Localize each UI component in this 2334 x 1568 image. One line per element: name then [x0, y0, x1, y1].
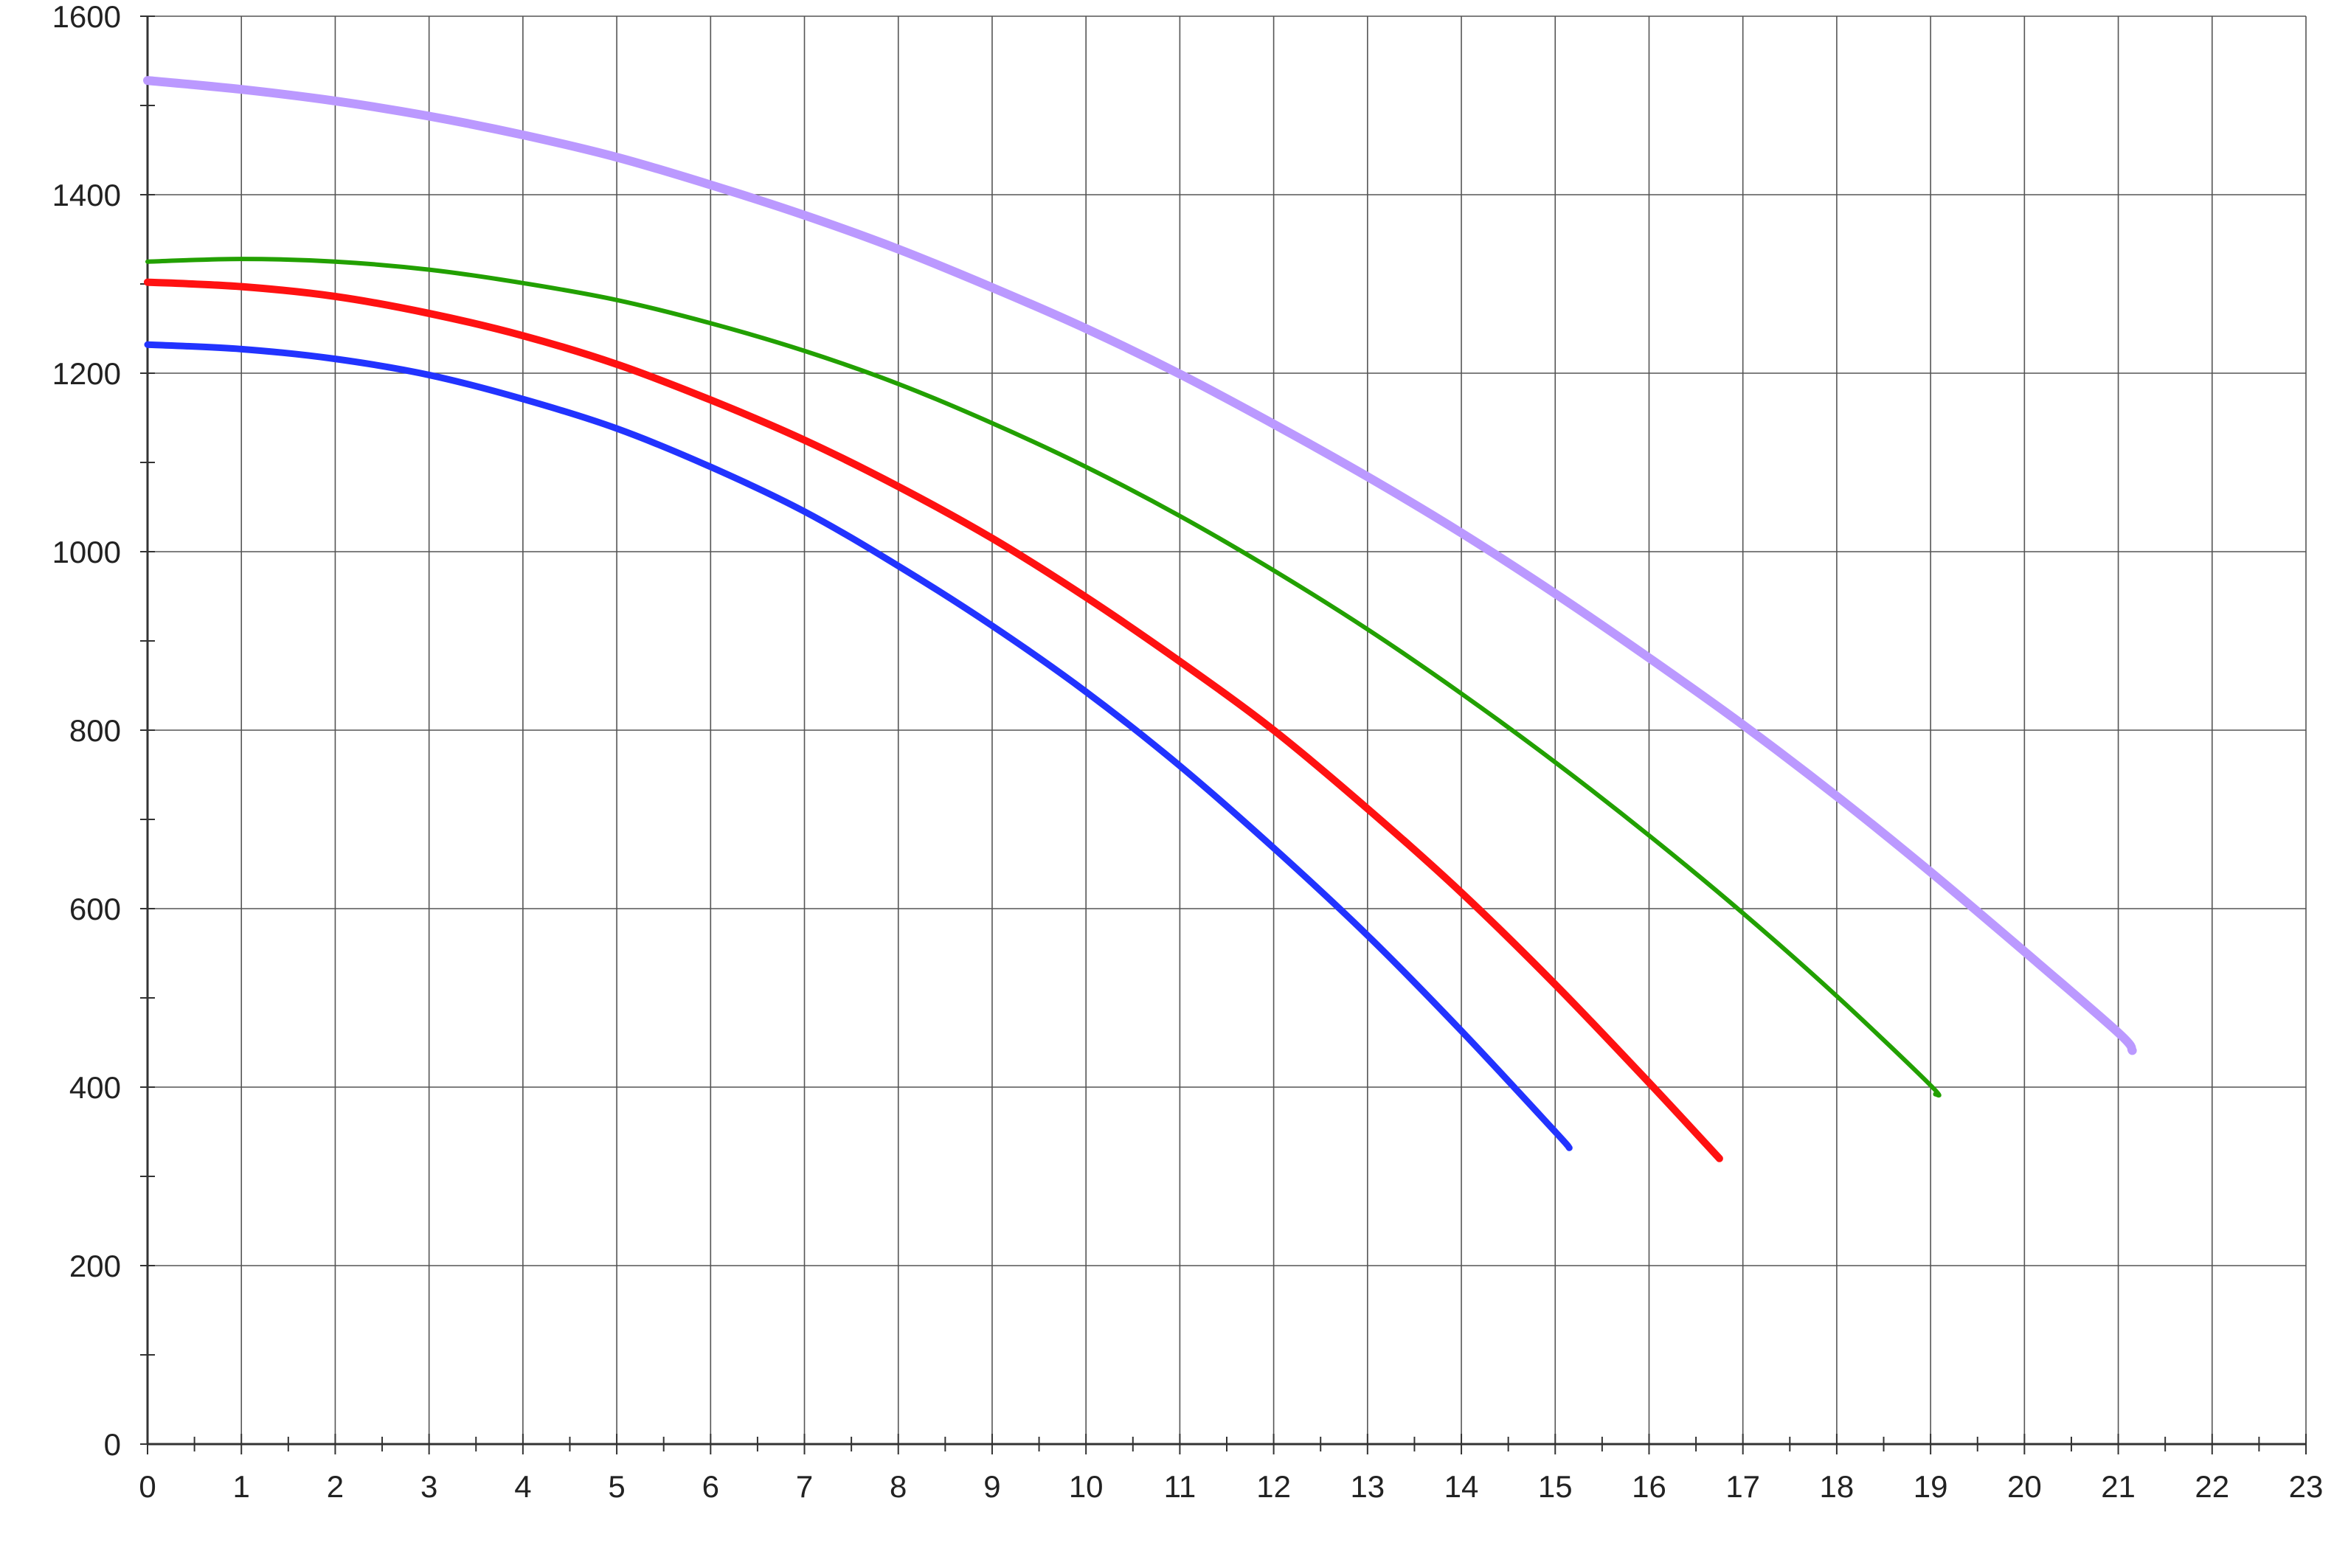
axes: [140, 15, 2307, 1454]
series-line-3: [144, 278, 1723, 1162]
x-tick-label: 12: [1256, 1469, 1291, 1504]
x-tick-label: 2: [327, 1469, 344, 1504]
series-line-4: [144, 341, 1573, 1151]
y-tick-label: 400: [69, 1070, 121, 1105]
y-tick-label: 200: [69, 1249, 121, 1283]
x-tick-label: 23: [2289, 1469, 2324, 1504]
x-tick-label: 4: [514, 1469, 531, 1504]
series-line-1: [143, 76, 2137, 1055]
tick-labels: 0 1 2 3 4 5 6 7 8 9 10 11 12 13 14 15 16 17 18 19 20 21 22 2302…: [52, 0, 2324, 1504]
series-lines: [143, 76, 2137, 1162]
y-tick-label: 0: [104, 1427, 121, 1462]
x-tick-label: 10: [1069, 1469, 1104, 1504]
grid: [147, 15, 2307, 1445]
x-tick-label: 11: [1164, 1469, 1197, 1504]
x-tick-label: 9: [983, 1469, 1000, 1504]
x-tick-label: 20: [2007, 1469, 2042, 1504]
y-tick-label: 1600: [52, 0, 121, 34]
x-tick-label: 1: [233, 1469, 250, 1504]
y-tick-label: 1000: [52, 535, 121, 569]
x-tick-label: 8: [890, 1469, 907, 1504]
x-tick-label: 6: [702, 1469, 719, 1504]
x-tick-label: 5: [608, 1469, 625, 1504]
y-tick-label: 800: [69, 713, 121, 748]
y-tick-label: 1200: [52, 356, 121, 391]
x-tick-label: 15: [1538, 1469, 1573, 1504]
x-tick-label: 14: [1444, 1469, 1479, 1504]
x-tick-label: 19: [1914, 1469, 1948, 1504]
x-tick-label: 21: [2101, 1469, 2136, 1504]
x-tick-label: 22: [2195, 1469, 2229, 1504]
y-tick-label: 1400: [52, 178, 121, 212]
x-tick-label: 7: [796, 1469, 813, 1504]
x-tick-label: 17: [1725, 1469, 1760, 1504]
x-tick-label: 0: [139, 1469, 156, 1504]
x-tick-label: 3: [420, 1469, 437, 1504]
x-tick-label: 18: [1820, 1469, 1855, 1504]
x-tick-label: 13: [1350, 1469, 1385, 1504]
x-tick-label: 16: [1632, 1469, 1666, 1504]
y-tick-label: 600: [69, 892, 121, 926]
series-line-2: [145, 257, 1942, 1098]
